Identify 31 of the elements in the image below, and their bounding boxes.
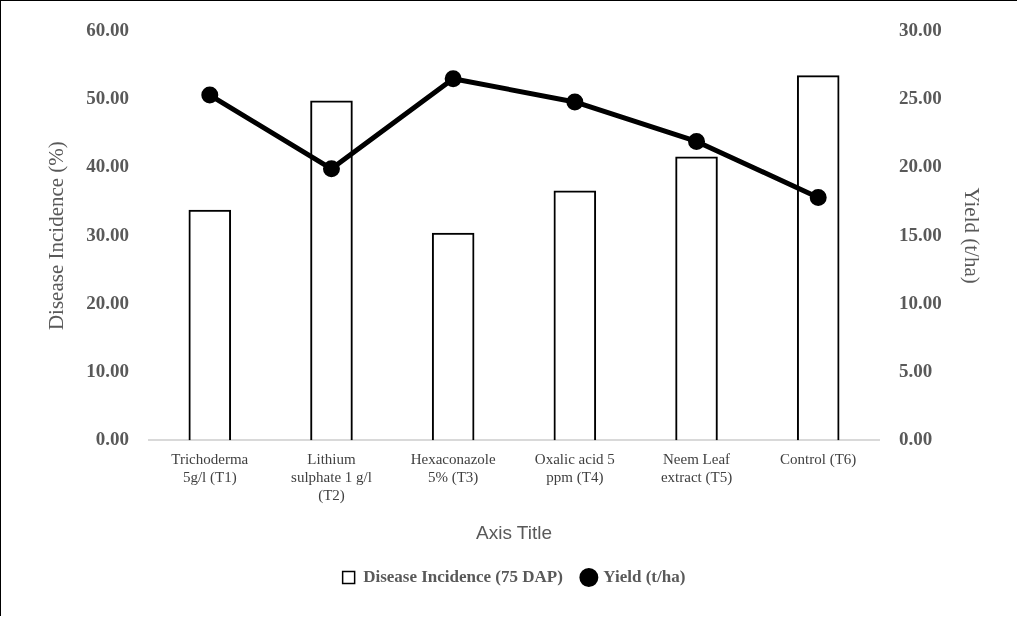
- point: [201, 86, 219, 104]
- legend-label: Disease Incidence (75 DAP): [363, 566, 563, 586]
- x-tick-label: Neem Leaf extract (T5): [660, 451, 733, 487]
- y2-tick-label: 10.00: [899, 291, 942, 313]
- x-tick-label: Trichoderma 5g/l (T1): [171, 451, 249, 487]
- y2-tick-label: 5.00: [899, 359, 933, 381]
- y2-tick-label: 20.00: [899, 155, 942, 177]
- y2-tick-label: 15.00: [899, 223, 942, 245]
- point: [322, 160, 340, 178]
- y-axis-title: Disease Incidence (%): [44, 141, 69, 331]
- y-tick-label: 0.00: [95, 428, 129, 450]
- y2-tick-label: 30.00: [899, 18, 942, 40]
- y-tick-label: 30.00: [86, 223, 129, 245]
- y-tick-label: 40.00: [86, 155, 129, 177]
- point: [444, 70, 462, 88]
- y2-axis-title: Yield (t/ha): [959, 187, 984, 284]
- y-tick-label: 20.00: [86, 291, 129, 313]
- x-tick-label: Hexaconazole 5% (T3): [410, 451, 496, 487]
- point: [688, 132, 706, 150]
- x-tick-label: Oxalic acid 5 ppm (T4): [534, 451, 615, 487]
- x-axis-title: Axis Title: [475, 521, 553, 543]
- y-tick-label: 60.00: [86, 18, 129, 40]
- point: [809, 188, 827, 206]
- y2-tick-label: 0.00: [899, 428, 933, 450]
- point: [566, 93, 584, 111]
- y-tick-label: 50.00: [86, 87, 129, 109]
- x-tick-label: Control (T6): [780, 451, 857, 469]
- y2-tick-label: 25.00: [899, 87, 942, 109]
- x-tick-label: Lithium sulphate 1 g/l (T2): [291, 451, 372, 505]
- y-tick-label: 10.00: [86, 359, 129, 381]
- legend-label: Yield (t/ha): [603, 566, 686, 586]
